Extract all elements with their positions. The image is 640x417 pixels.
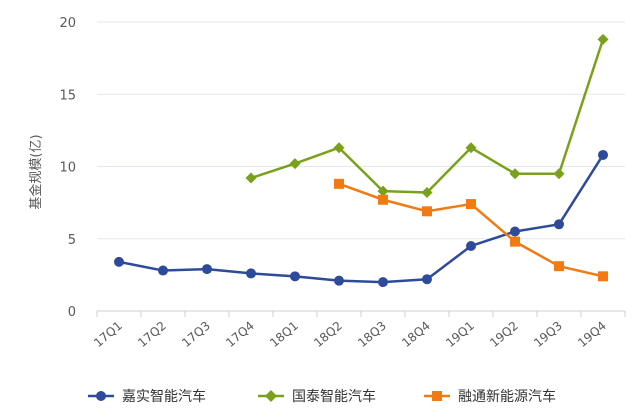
legend-marker — [96, 391, 106, 401]
data-point — [202, 264, 212, 275]
x-tick-label: 18Q4 — [399, 319, 433, 351]
series-layer — [114, 33, 609, 288]
legend-label: 嘉实智能汽车 — [122, 388, 206, 405]
series-line — [250, 38, 605, 194]
data-point — [509, 168, 521, 180]
legend-marker — [432, 391, 442, 401]
data-point — [245, 172, 257, 184]
x-tick-label: 17Q3 — [179, 319, 213, 351]
x-tick-label: 19Q4 — [575, 319, 609, 351]
x-tick-label: 18Q2 — [311, 319, 345, 351]
data-point — [598, 149, 608, 160]
y-axis: 0 5 10 15 20 — [59, 16, 76, 320]
series-1 — [114, 149, 608, 288]
legend-item: 国泰智能汽车 — [258, 388, 376, 405]
data-point — [466, 199, 476, 210]
data-point — [158, 265, 168, 276]
y-axis-label: 基金规模(亿) — [28, 134, 44, 209]
legend-item: 嘉实智能汽车 — [88, 388, 206, 405]
legend-item: 融通新能源汽车 — [424, 388, 556, 405]
y-tick-label: 15 — [59, 88, 76, 103]
data-point — [246, 268, 256, 279]
series-line — [118, 154, 605, 284]
x-tick-label: 18Q3 — [355, 319, 389, 351]
series-3 — [334, 178, 608, 282]
data-point — [377, 185, 389, 197]
legend-marker — [265, 390, 277, 402]
data-point — [289, 158, 301, 170]
data-point — [466, 240, 476, 251]
data-point — [290, 271, 300, 282]
x-tick-label: 17Q4 — [223, 319, 257, 351]
y-tick-label: 10 — [59, 161, 76, 176]
series-2 — [245, 33, 609, 199]
data-point — [333, 142, 345, 154]
legend: 嘉实智能汽车 国泰智能汽车 融通新能源汽车 — [88, 388, 556, 405]
data-point — [553, 168, 565, 180]
legend-label: 融通新能源汽车 — [458, 388, 556, 405]
data-point — [334, 178, 344, 189]
legend-label: 国泰智能汽车 — [292, 388, 376, 405]
x-tick-label: 17Q2 — [135, 319, 169, 351]
data-point — [114, 256, 124, 267]
x-tick-label: 17Q1 — [91, 319, 125, 351]
data-point — [378, 194, 388, 205]
x-axis: 17Q1 17Q2 17Q3 17Q4 18Q1 18Q2 18Q3 18Q4 19Q1 19Q2… — [91, 311, 626, 351]
data-point — [378, 277, 388, 288]
y-tick-label: 20 — [59, 16, 76, 31]
data-point — [554, 219, 564, 230]
data-point — [422, 206, 432, 217]
x-tick-label: 19Q3 — [531, 319, 565, 351]
data-point — [465, 142, 477, 154]
data-point — [510, 236, 520, 247]
y-tick-label: 0 — [68, 305, 76, 320]
data-point — [422, 274, 432, 285]
data-point — [554, 261, 564, 272]
x-tick-label: 18Q1 — [267, 319, 301, 351]
grid-lines — [97, 21, 625, 312]
data-point — [334, 275, 344, 286]
data-point — [598, 271, 608, 282]
x-tick-label: 19Q2 — [487, 319, 521, 351]
x-tick-label: 19Q1 — [443, 319, 477, 351]
y-tick-label: 5 — [68, 233, 76, 248]
data-point — [421, 187, 433, 199]
data-point — [510, 226, 520, 237]
data-point — [597, 33, 609, 45]
